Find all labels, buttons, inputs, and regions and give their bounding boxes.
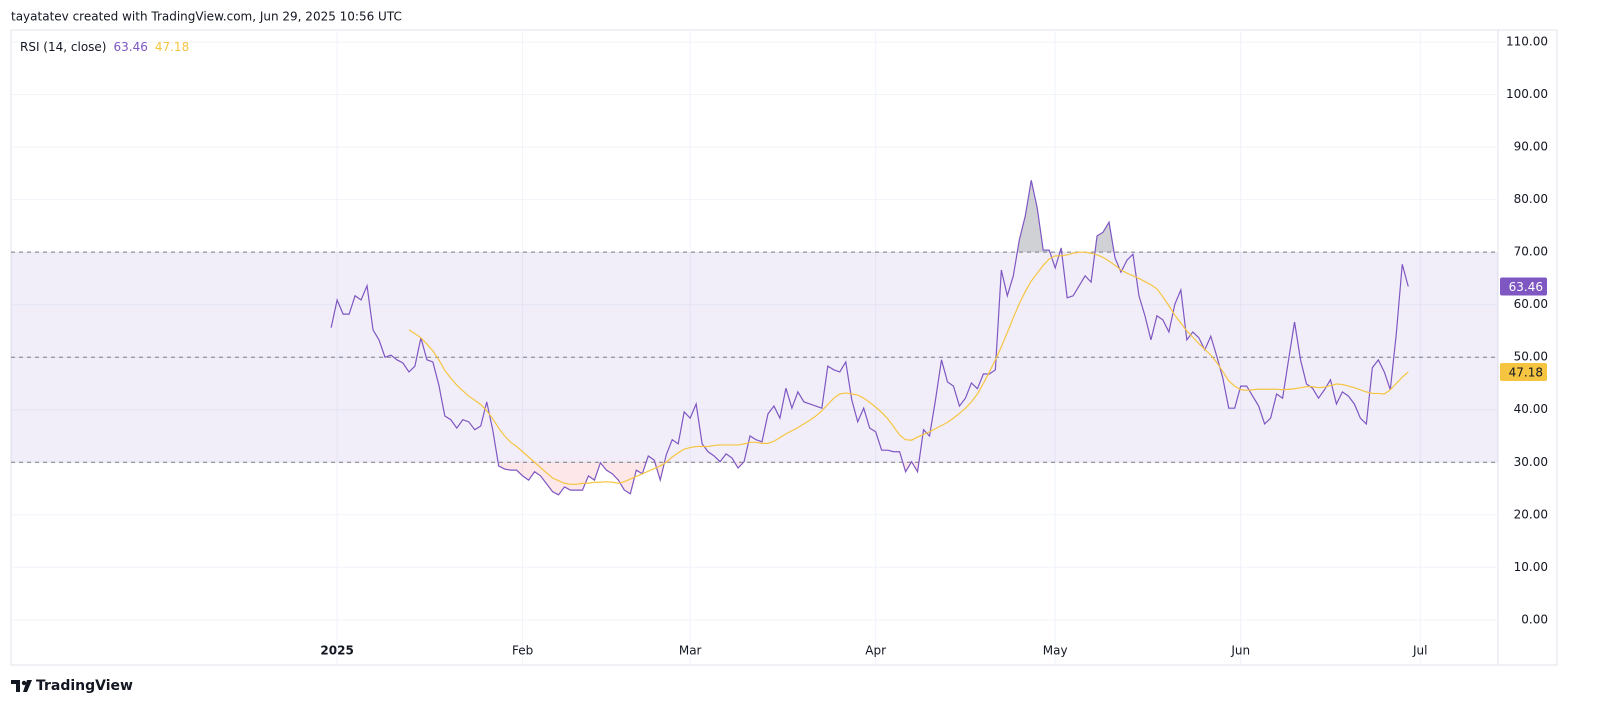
y-tick-label: 50.00: [1514, 350, 1548, 364]
x-tick-label: 2025: [320, 644, 353, 658]
y-tick-label: 90.00: [1514, 140, 1548, 154]
oversold-fill: [498, 462, 919, 495]
y-tick-label: 0.00: [1521, 612, 1548, 626]
x-tick-label: Apr: [865, 644, 886, 658]
x-tick-label: Feb: [512, 644, 533, 658]
y-tick-label: 80.00: [1514, 192, 1548, 206]
x-tick-label: May: [1043, 644, 1068, 658]
indicator-title: RSI (14, close): [20, 40, 106, 54]
x-tick-label: Jul: [1412, 644, 1427, 658]
x-tick-label: Jun: [1230, 644, 1250, 658]
brand: TradingView: [36, 678, 133, 694]
band: [11, 252, 1498, 463]
price-label: 63.46: [1509, 280, 1543, 294]
price-label-box: [1500, 277, 1547, 296]
legend-value: 63.46: [113, 40, 147, 54]
logo: [11, 680, 32, 692]
y-tick-label: 40.00: [1514, 402, 1548, 416]
series-line: [330, 180, 1409, 496]
y-tick-label: 60.00: [1514, 297, 1548, 311]
y-tick-label: 100.00: [1506, 87, 1548, 101]
y-tick-label: 70.00: [1514, 245, 1548, 259]
y-tick-label: 20.00: [1514, 507, 1548, 521]
y-tick-label: 110.00: [1506, 35, 1548, 49]
y-tick-label: 10.00: [1514, 560, 1548, 574]
x-tick-label: Mar: [679, 644, 702, 658]
pane-border: [10, 29, 1558, 666]
price-label: 47.18: [1509, 366, 1543, 380]
series-line: [408, 251, 1409, 485]
price-label-box: [1500, 363, 1547, 382]
y-tick-label: 30.00: [1514, 455, 1548, 469]
legend-value: 47.18: [155, 40, 189, 54]
attribution: tayatatev created with TradingView.com, …: [11, 10, 402, 24]
legend: RSI (14, close) 63.46 47.18: [20, 40, 189, 54]
